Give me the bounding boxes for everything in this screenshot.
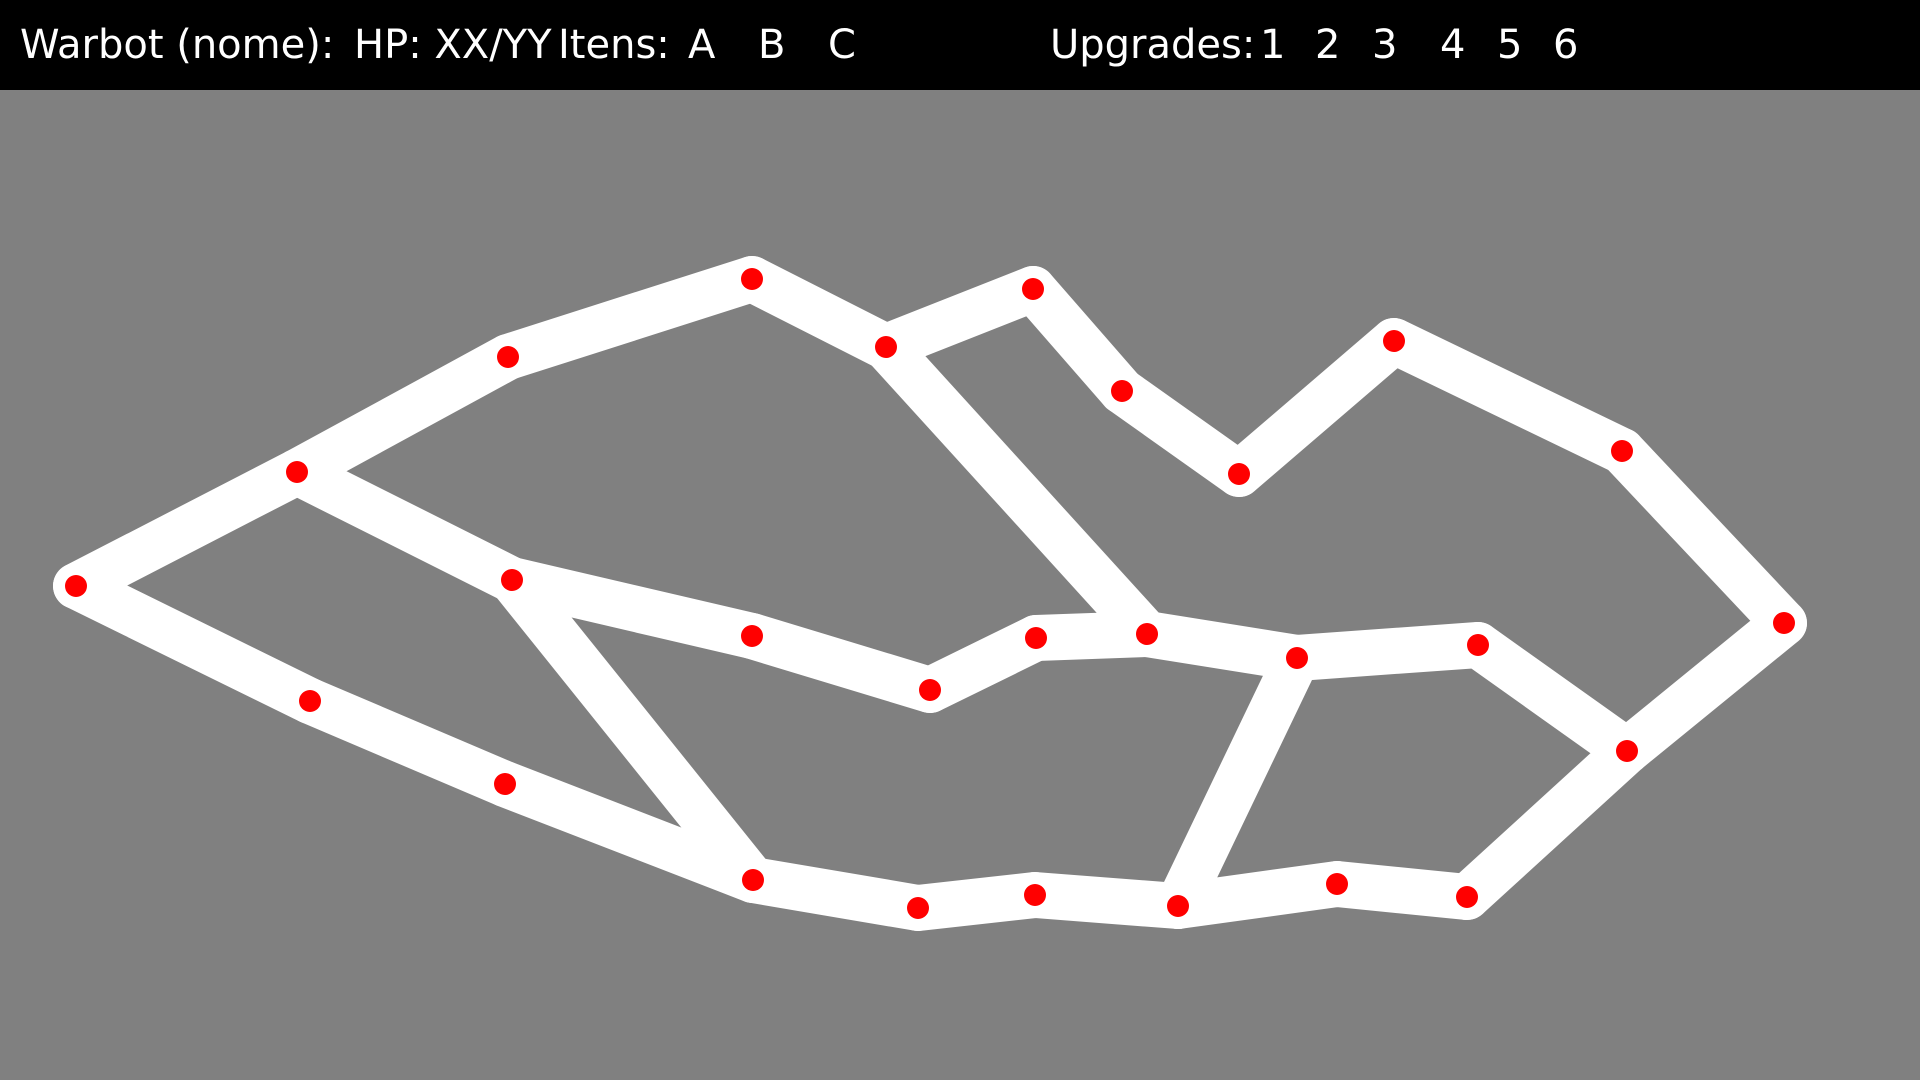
path-segment xyxy=(1099,368,1262,497)
map-node[interactable] xyxy=(1228,463,1250,485)
path-segment xyxy=(53,563,333,724)
map-node[interactable] xyxy=(1467,634,1489,656)
path-segment xyxy=(863,324,1170,657)
path-segment xyxy=(730,857,941,931)
path-segment xyxy=(1216,318,1417,497)
path-segment xyxy=(274,334,531,495)
item-slot-b[interactable]: B xyxy=(758,22,786,68)
path-segment xyxy=(485,256,775,380)
path-network xyxy=(53,256,1807,931)
upgrade-slot-3[interactable]: 3 xyxy=(1372,22,1398,68)
map-node[interactable] xyxy=(299,690,321,712)
map-node[interactable] xyxy=(494,773,516,795)
path-segment xyxy=(274,449,535,603)
path-segment xyxy=(1455,622,1650,774)
map-node[interactable] xyxy=(741,268,763,290)
upgrade-slot-4[interactable]: 4 xyxy=(1440,22,1466,68)
map-node[interactable] xyxy=(742,869,764,891)
path-segment xyxy=(489,557,775,659)
path-segment xyxy=(1604,600,1807,774)
map-node[interactable] xyxy=(1025,627,1047,649)
map-node[interactable] xyxy=(1616,740,1638,762)
map-node[interactable] xyxy=(907,897,929,919)
map-node[interactable] xyxy=(1286,647,1308,669)
map-node[interactable] xyxy=(1111,380,1133,402)
path-segment xyxy=(729,613,953,713)
path-segment xyxy=(1444,728,1650,920)
upgrade-slot-6[interactable]: 6 xyxy=(1553,22,1579,68)
map-node[interactable] xyxy=(1456,886,1478,908)
map-node[interactable] xyxy=(1611,440,1633,462)
map-node[interactable] xyxy=(875,336,897,358)
map-node[interactable] xyxy=(286,461,308,483)
game-map xyxy=(53,256,1807,931)
map-node[interactable] xyxy=(501,569,523,591)
map-node[interactable] xyxy=(1167,895,1189,917)
path-segment xyxy=(489,557,776,903)
hp-label: HP: XX/YY xyxy=(354,22,552,68)
upgrade-slot-2[interactable]: 2 xyxy=(1315,22,1341,68)
upgrades-label: Upgrades: xyxy=(1050,22,1256,68)
map-node[interactable] xyxy=(65,575,87,597)
map-node[interactable] xyxy=(741,625,763,647)
upgrade-slot-1[interactable]: 1 xyxy=(1260,22,1286,68)
hud-bar: Warbot (nome): HP: XX/YY Itens: A B C Up… xyxy=(0,0,1920,90)
path-segment xyxy=(1124,611,1320,681)
upgrade-slot-5[interactable]: 5 xyxy=(1497,22,1523,68)
map-node[interactable] xyxy=(1383,330,1405,352)
path-segment xyxy=(1012,872,1201,929)
path-segment xyxy=(863,266,1056,370)
map-node[interactable] xyxy=(919,679,941,701)
item-slot-a[interactable]: A xyxy=(688,22,716,68)
path-segment xyxy=(729,256,909,370)
item-slot-c[interactable]: C xyxy=(828,22,856,68)
path-segment xyxy=(1274,622,1501,681)
map-node[interactable] xyxy=(497,346,519,368)
map-node[interactable] xyxy=(1773,612,1795,634)
map-node[interactable] xyxy=(1326,873,1348,895)
warbot-name-label: Warbot (nome): xyxy=(20,22,335,68)
path-segment xyxy=(1371,318,1645,474)
path-segment xyxy=(287,678,528,807)
path-segment xyxy=(1155,635,1320,929)
path-segment xyxy=(1599,428,1807,646)
map-node[interactable] xyxy=(1024,884,1046,906)
map-node[interactable] xyxy=(1136,623,1158,645)
items-label: Itens: xyxy=(558,22,670,68)
path-segment xyxy=(53,449,320,609)
map-node[interactable] xyxy=(1022,278,1044,300)
